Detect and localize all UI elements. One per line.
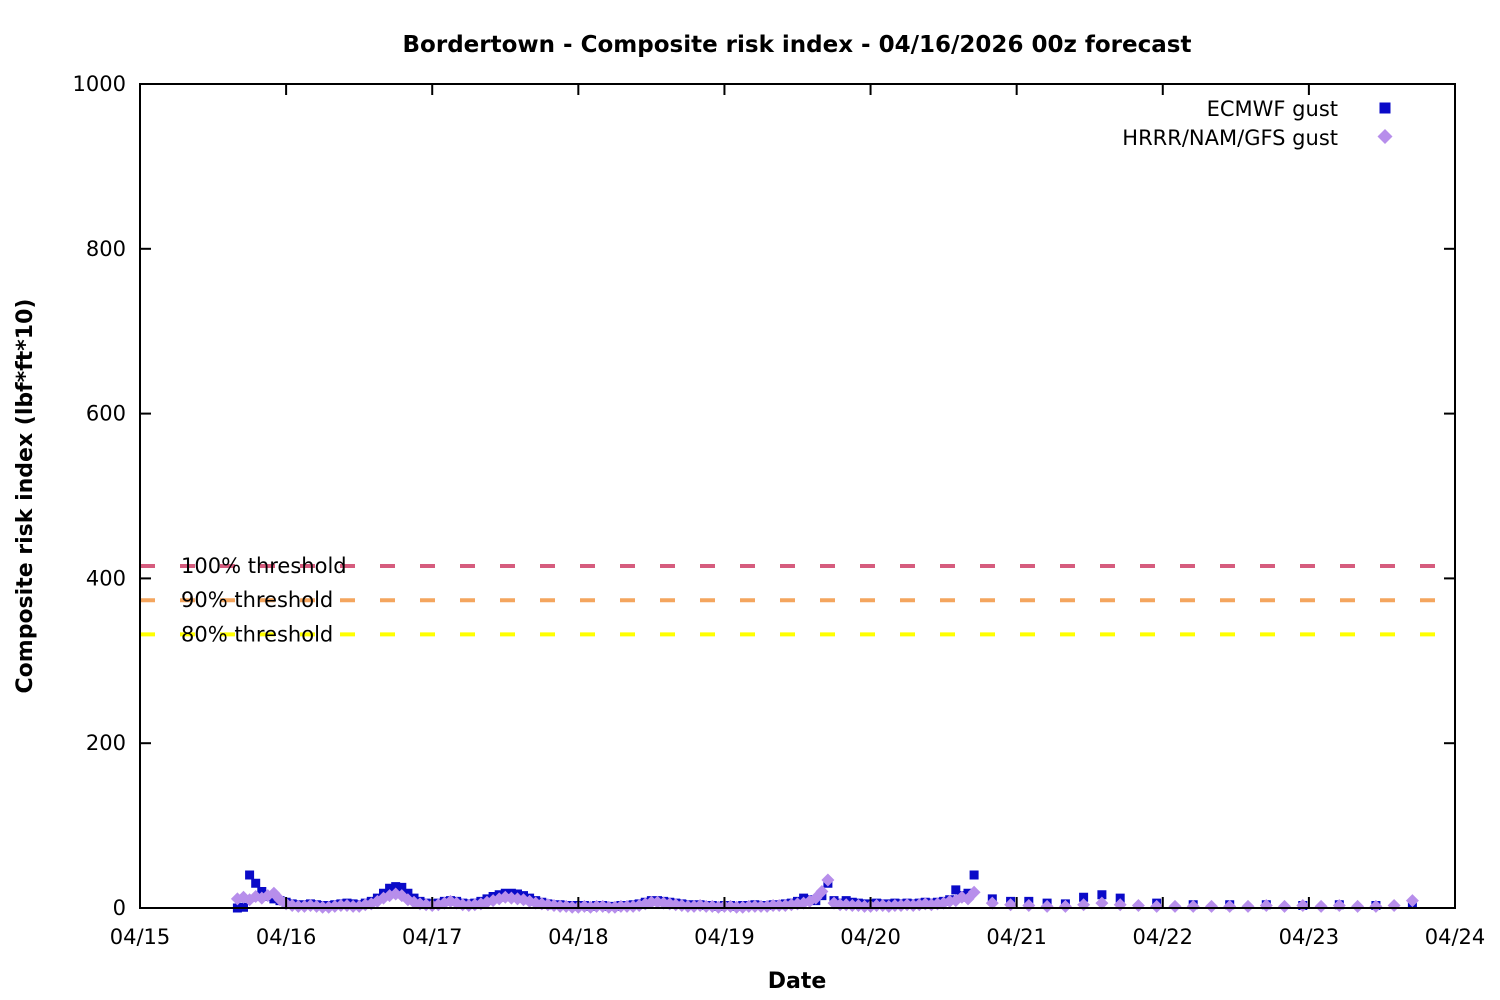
x-tick-label: 04/20 <box>840 925 901 949</box>
y-tick-label: 800 <box>86 237 126 261</box>
x-tick-label: 04/21 <box>986 925 1047 949</box>
y-tick-label: 0 <box>113 896 126 920</box>
x-tick-label: 04/24 <box>1425 925 1486 949</box>
legend-label-ecmwf-gust: ECMWF gust <box>1207 97 1338 121</box>
y-tick-label: 400 <box>86 566 126 590</box>
x-axis-label: Date <box>768 969 827 994</box>
legend: ECMWF gust HRRR/NAM/GFS gust <box>1122 97 1393 150</box>
x-tick-label: 04/17 <box>402 925 463 949</box>
plot-area: 100% threshold 90% threshold 80% threshold… <box>73 72 1486 949</box>
threshold-label: 90% threshold <box>181 588 333 612</box>
plot-border <box>139 83 1456 909</box>
y-tick-label: 600 <box>86 402 126 426</box>
x-tick-label: 04/15 <box>110 925 171 949</box>
y-tick-label: 200 <box>86 731 126 755</box>
threshold-label: 100% threshold <box>181 554 347 578</box>
legend-label-hrrr-nam-gfs-gust: HRRR/NAM/GFS gust <box>1122 126 1338 150</box>
y-tick-label: 1000 <box>73 72 126 96</box>
hrrr-diamond-marker-icon <box>1377 129 1393 144</box>
series-points-hrrr-nam-gfs <box>230 873 1419 914</box>
x-tick-label: 04/16 <box>256 925 317 949</box>
x-tick-label: 04/19 <box>694 925 755 949</box>
x-tick-label: 04/22 <box>1133 925 1194 949</box>
threshold-label: 80% threshold <box>181 622 333 646</box>
chart-title: Bordertown - Composite risk index - 04/1… <box>403 32 1192 58</box>
y-axis-label: Composite risk index (lbf*ft*10) <box>13 299 38 694</box>
x-tick-label: 04/18 <box>548 925 609 949</box>
x-tick-label: 04/23 <box>1279 925 1340 949</box>
ecmwf-square-marker-icon <box>1379 102 1391 114</box>
